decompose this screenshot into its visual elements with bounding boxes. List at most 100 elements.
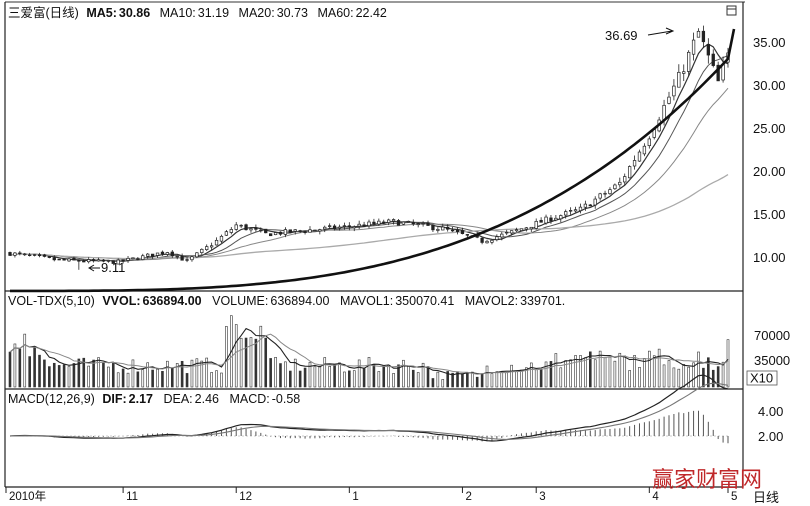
candle [141, 253, 145, 261]
volume-bar [407, 366, 410, 388]
candle-body [141, 255, 145, 260]
candle-body [411, 222, 415, 225]
candle-body [367, 221, 371, 227]
candle [249, 228, 253, 233]
trend-curve-layer [10, 28, 736, 293]
volume-bar [318, 365, 322, 388]
candle [298, 229, 302, 234]
volume-bar [23, 333, 27, 388]
volume-bar [180, 360, 184, 388]
x-tick-label: 2 [465, 491, 471, 503]
volume-bar [352, 370, 356, 388]
candle [554, 214, 558, 222]
candle-body [667, 96, 671, 104]
main-y-tick: 25.00 [753, 121, 786, 136]
volume-bar [343, 371, 346, 388]
volume-bar [682, 364, 686, 388]
volume-bar [259, 325, 263, 388]
main-header-name: 三爱富(日线) [8, 5, 79, 20]
ma20-line [9, 87, 729, 261]
candle-body [446, 226, 450, 230]
candle [175, 255, 179, 260]
volume-bar [648, 350, 651, 388]
candle-body [308, 229, 312, 233]
macd-y-ticks: 4.00 2.00 [758, 404, 783, 444]
candle [32, 254, 37, 257]
volume-bar [28, 356, 31, 388]
volume-bar [529, 362, 533, 388]
candle [313, 229, 317, 232]
volume-bar [402, 359, 405, 388]
candle [28, 252, 32, 257]
volume-bar [111, 363, 115, 388]
candle [77, 259, 81, 270]
volume-bar [38, 354, 41, 388]
candle [647, 136, 651, 149]
volume-bar [505, 372, 508, 388]
volume-bar [480, 373, 484, 388]
volume-bar [446, 371, 449, 388]
candle [598, 192, 602, 201]
candle [529, 226, 533, 232]
candle-body [239, 224, 243, 227]
candle [382, 219, 386, 225]
candle [549, 214, 553, 224]
candle [328, 223, 332, 229]
volume-bar [544, 361, 548, 388]
candle-body [249, 228, 253, 231]
volume-bar [490, 373, 494, 388]
candle [450, 226, 455, 232]
ma10-value: 31.19 [198, 6, 229, 20]
candle-body [180, 255, 184, 261]
candle-body [387, 219, 391, 223]
candle [23, 252, 27, 257]
volume-bar [618, 352, 622, 388]
volume-bar [485, 365, 489, 388]
candle [564, 209, 568, 219]
volume-bar [156, 368, 159, 388]
volume-bar [254, 338, 258, 388]
volume-bar [87, 365, 90, 388]
candle-body [209, 245, 214, 248]
volume-bar [593, 359, 597, 388]
candle [283, 227, 288, 238]
macd-value: -0.58 [272, 392, 301, 406]
volume-bar [377, 371, 381, 388]
candle [337, 224, 342, 231]
volume-bar [716, 366, 720, 388]
candle [691, 32, 696, 61]
candle [613, 183, 617, 190]
candle-body [460, 230, 465, 235]
volume-bar [628, 370, 631, 388]
volume-bar [323, 357, 327, 388]
window-restore-icon[interactable] [726, 5, 737, 16]
candle-body [436, 229, 440, 231]
volume-bar [8, 351, 12, 388]
candle [706, 38, 710, 64]
volume-bar [436, 371, 440, 388]
candle-body [82, 260, 86, 263]
volume-bar [598, 350, 602, 388]
volume-bar [470, 371, 474, 388]
candle [642, 143, 647, 157]
candle-body [642, 145, 647, 155]
candle [534, 218, 538, 230]
candle-body [696, 30, 701, 38]
candle [170, 249, 174, 258]
peak-annotation: 36.69 [605, 28, 638, 43]
candle-body [377, 220, 381, 225]
candle-body [200, 248, 204, 254]
candle-body [185, 259, 189, 261]
candle [318, 228, 322, 235]
volume-bar [48, 366, 51, 388]
candle [455, 227, 460, 235]
volume-bar [466, 373, 469, 388]
vvol-label: VVOL: [102, 294, 140, 308]
volume-bar [657, 348, 661, 388]
candle-body [67, 258, 71, 262]
candle-body [544, 216, 548, 224]
volume-bar [107, 366, 110, 388]
volume-bar [667, 360, 671, 388]
volume-bar [574, 355, 577, 388]
candle-body [382, 221, 386, 224]
